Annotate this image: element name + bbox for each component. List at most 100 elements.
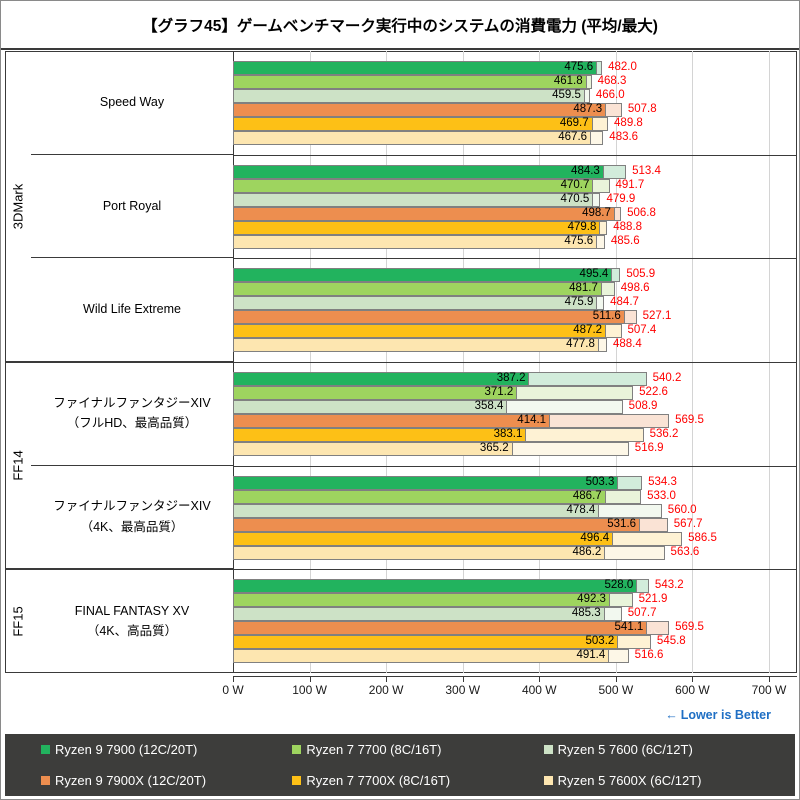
bar-segment-avg (233, 489, 606, 504)
bar-value-max: 491.7 (615, 178, 645, 191)
bar-segment-avg (233, 268, 613, 283)
category-label-cell: ファイナルファンタジーXIV （4K、最高品質） (31, 466, 233, 570)
bar-segment-avg (233, 60, 598, 75)
bar-value-avg: 467.6 (558, 130, 588, 143)
bar-row: 487.3 507.8 (233, 102, 797, 117)
bar-segment-avg (233, 220, 601, 235)
bar-value-avg: 498.7 (582, 206, 611, 219)
bar-value-avg: 486.2 (572, 545, 602, 558)
bar-value-max: 483.6 (609, 130, 639, 143)
category-label-line: Speed Way (99, 95, 165, 110)
bar-value-avg: 461.8 (553, 74, 583, 87)
x-tick-label: 100 W (292, 683, 327, 697)
bar-row: 491.4 516.6 (233, 649, 797, 664)
bar-row: 469.7 489.8 (233, 116, 797, 131)
category-label-cell: ファイナルファンタジーXIV （フルHD、最高品質） (31, 362, 233, 466)
bar-segment-avg (233, 545, 606, 560)
bar-segment-avg (233, 427, 527, 442)
bar-value-max: 521.9 (638, 593, 668, 606)
chart-title-bar: 【グラフ45】ゲームベンチマーク実行中のシステムの消費電力 (平均/最大) (1, 1, 799, 48)
group-label: FF15 (10, 605, 26, 637)
bar-row: 496.4 586.5 (233, 531, 797, 546)
lower-is-better-note: ← Lower is Better (665, 708, 771, 722)
bar-segment-avg (233, 310, 625, 325)
bar-value-avg: 477.8 (566, 338, 595, 351)
bar-value-avg: 496.4 (580, 531, 610, 544)
bar-row: 495.4 505.9 (233, 268, 797, 283)
category-separator (233, 569, 797, 571)
bar-value-max: 567.7 (673, 517, 703, 530)
category-separator (233, 465, 797, 467)
bar-segment-avg (233, 88, 585, 103)
bar-segment-avg (233, 206, 615, 221)
bar-value-max: 485.6 (610, 234, 640, 247)
bar-segment-avg (233, 441, 513, 456)
group-label: 3DMark (10, 183, 26, 229)
legend-label: Ryzen 5 7600X (6C/12T) (557, 773, 702, 788)
bar-row: 511.6 527.1 (233, 310, 797, 325)
bar-value-max: 569.5 (675, 621, 704, 634)
bar-row: 541.1 569.5 (233, 621, 797, 636)
category-separator (233, 154, 797, 156)
bar-value-max: 488.8 (613, 220, 643, 233)
legend-item: Ryzen 9 7900X (12C/20T) (41, 773, 292, 788)
bar-value-max: 488.4 (612, 338, 642, 351)
bar-value-max: 507.7 (627, 607, 657, 620)
x-tick-100w (309, 676, 311, 682)
bar-segment-avg (233, 531, 614, 546)
bar-segment-avg (233, 192, 594, 207)
plot-area: 475.6 482.0 461.8 468.3 459.5 466.0 487.3 507.8… (233, 51, 797, 673)
bar-segment-avg (233, 607, 605, 622)
bar-row: 459.5 466.0 (233, 88, 797, 103)
bar-value-max: 545.8 (656, 635, 686, 648)
bar-segment-avg (233, 338, 599, 353)
bar-row: 478.4 560.0 (233, 503, 797, 518)
title-divider (1, 48, 799, 50)
bar-value-avg: 459.5 (552, 88, 581, 101)
bar-row: 461.8 468.3 (233, 74, 797, 89)
x-tick-label: 600 W (675, 683, 710, 697)
bar-value-max: 527.1 (642, 310, 672, 323)
group-label: FF14 (10, 449, 26, 481)
bar-row: 475.6 485.6 (233, 234, 797, 249)
x-axis: 0 W 100 W 200 W 300 W 400 W 500 W 600 W 700 W (222, 676, 797, 702)
bar-row: 358.4 508.9 (233, 399, 797, 414)
bar-segment-avg (233, 282, 602, 297)
legend-item: Ryzen 5 7600 (6C/12T) (543, 742, 795, 757)
bar-row: 487.2 507.4 (233, 324, 797, 339)
bar-value-max: 516.6 (634, 649, 664, 662)
bar-value-avg: 541.1 (614, 621, 644, 634)
legend-swatch (41, 776, 50, 785)
legend-item: Ryzen 5 7600X (6C/12T) (543, 773, 795, 788)
group-rail-3dmark: 3DMark (5, 51, 31, 362)
x-tick-400w (539, 676, 541, 682)
x-tick-500w (615, 676, 617, 682)
bar-row: 484.3 513.4 (233, 164, 797, 179)
category-label-cell: FINAL FANTASY XV （4K、高品質） (31, 569, 233, 673)
bar-value-avg: 511.6 (592, 310, 621, 323)
bar-segment-avg (233, 399, 508, 414)
category-label-cell: Wild Life Extreme (31, 258, 233, 362)
category-separator (233, 258, 797, 260)
bar-segment-avg (233, 296, 598, 311)
bar-value-max: 522.6 (639, 385, 668, 398)
bar-row: 479.8 488.8 (233, 220, 797, 235)
bar-segment-avg (233, 593, 610, 608)
bar-row: 481.7 498.6 (233, 282, 797, 297)
bar-row: 470.5 479.9 (233, 192, 797, 207)
bar-segment-avg (233, 635, 619, 650)
bar-value-max: 505.9 (626, 268, 656, 281)
legend-swatch (292, 745, 302, 754)
category-label-line: Port Royal (102, 198, 162, 213)
bar-segment-avg (233, 164, 604, 179)
bar-value-max: 536.2 (649, 427, 679, 440)
bar-value-avg: 487.3 (573, 102, 603, 115)
bar-value-max: 586.5 (688, 531, 717, 544)
bar-value-avg: 478.4 (566, 503, 596, 516)
bar-segment-avg (233, 413, 551, 428)
bar-segment-avg (233, 130, 592, 145)
x-tick-200w (386, 676, 388, 682)
x-tick-label: 500 W (598, 683, 634, 697)
x-axis-line (233, 676, 797, 677)
